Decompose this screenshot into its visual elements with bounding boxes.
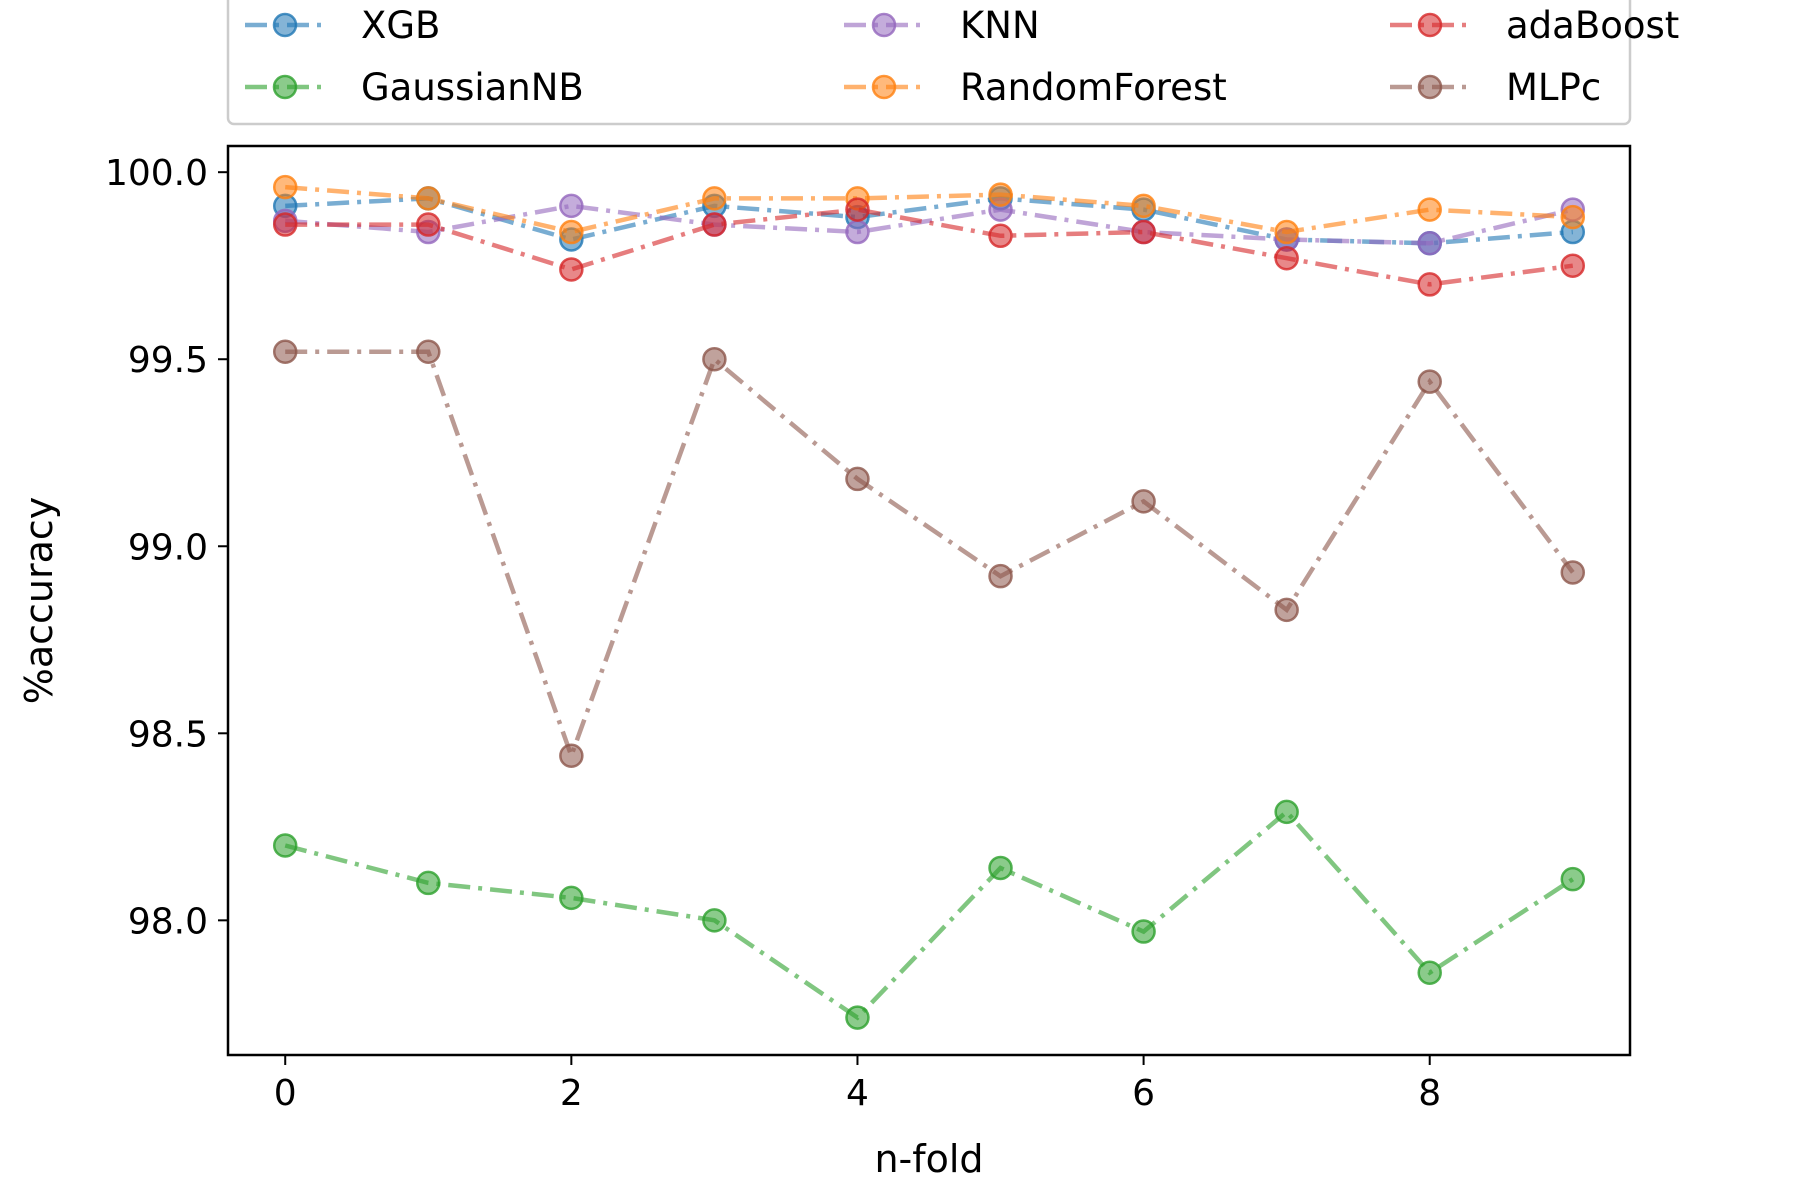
legend-label: KNN	[960, 4, 1040, 47]
series-line	[284, 808, 1575, 1021]
legend-marker	[871, 12, 897, 38]
data-point	[1131, 193, 1156, 219]
legend-item-gaussiannb: GaussianNB	[245, 66, 584, 109]
plot-frame	[226, 144, 1632, 1057]
series-line	[285, 349, 1575, 763]
data-point	[1274, 799, 1299, 825]
plot-area: 0 2 4 6 8 98.0 98.5 99.0 99.5 100.0	[105, 144, 1632, 1114]
series-line	[285, 184, 1573, 235]
data-point	[988, 182, 1013, 207]
series-gaussiannb	[272, 799, 1586, 1030]
x-tick-label: 0	[274, 1073, 297, 1114]
data-point	[1131, 219, 1156, 245]
legend-box	[226, 0, 1632, 126]
series-adaboost	[272, 197, 1586, 297]
legend-label: adaBoost	[1506, 4, 1679, 47]
data-point	[416, 212, 441, 237]
legend-item-randomforest: RandomForest	[844, 66, 1227, 109]
series-mlpc	[272, 339, 1586, 768]
data-point	[1417, 960, 1442, 985]
legend-marker	[272, 74, 298, 100]
legend: XGB GaussianNB KNN RandomForest adaBoost MLPc	[226, 0, 1679, 126]
data-point	[1131, 919, 1156, 944]
data-point	[988, 855, 1013, 881]
legend-marker	[1417, 74, 1443, 100]
data-point	[272, 174, 298, 200]
legend-marker	[871, 74, 897, 100]
data-point	[559, 219, 584, 245]
legend-item-adaboost: adaBoost	[1390, 4, 1679, 47]
data-point	[845, 219, 870, 245]
data-point	[1417, 369, 1442, 394]
data-point	[416, 186, 441, 211]
data-point	[416, 870, 441, 896]
series-randomforest	[272, 174, 1586, 245]
data-point	[845, 197, 870, 222]
x-tick-label: 4	[846, 1073, 869, 1114]
data-point	[1274, 597, 1299, 623]
data-point	[1131, 489, 1156, 514]
data-point	[1274, 219, 1299, 245]
data-point	[1417, 272, 1442, 297]
data-point	[1274, 245, 1299, 271]
x-axis-label: n-fold	[874, 1137, 983, 1181]
legend-label: RandomForest	[960, 66, 1227, 109]
legend-item-xgb: XGB	[245, 4, 440, 47]
legend-item-mlpc: MLPc	[1390, 66, 1601, 109]
data-point	[1417, 197, 1442, 222]
y-tick-label: 98.5	[128, 714, 208, 755]
y-tick-label: 98.0	[128, 901, 208, 942]
data-point	[272, 212, 298, 237]
y-axis-label: %accuracy	[17, 497, 61, 705]
data-point	[1560, 560, 1586, 585]
data-point	[559, 885, 584, 911]
data-point	[988, 563, 1013, 589]
data-point	[988, 223, 1013, 249]
data-point	[845, 466, 870, 492]
data-point	[1560, 204, 1586, 230]
legend-marker	[272, 12, 298, 38]
x-tick-label: 8	[1418, 1073, 1441, 1114]
data-point	[272, 339, 298, 364]
data-point	[559, 257, 584, 282]
data-point	[416, 339, 441, 364]
series-line	[285, 203, 1574, 246]
legend-item-knn: KNN	[844, 4, 1040, 47]
data-point	[1417, 231, 1442, 256]
data-point	[559, 743, 584, 768]
series-knn	[272, 193, 1586, 256]
series-line	[285, 207, 1574, 287]
x-tick-label: 2	[560, 1073, 583, 1114]
y-tick-label: 99.5	[128, 340, 208, 381]
legend-label: MLPc	[1506, 66, 1601, 109]
data-point	[702, 346, 727, 372]
data-point	[559, 193, 584, 219]
y-tick-label: 100.0	[105, 153, 208, 194]
legend-label: XGB	[361, 4, 440, 47]
data-point	[702, 212, 727, 237]
legend-label: GaussianNB	[361, 66, 584, 109]
y-tick-label: 99.0	[128, 527, 208, 568]
x-tick-label: 6	[1132, 1073, 1155, 1114]
data-point	[1560, 253, 1586, 278]
data-point	[702, 908, 727, 933]
data-point	[702, 186, 727, 211]
data-point	[1560, 866, 1586, 892]
data-point	[272, 833, 298, 858]
legend-marker	[1417, 12, 1443, 38]
data-point	[845, 1005, 870, 1030]
